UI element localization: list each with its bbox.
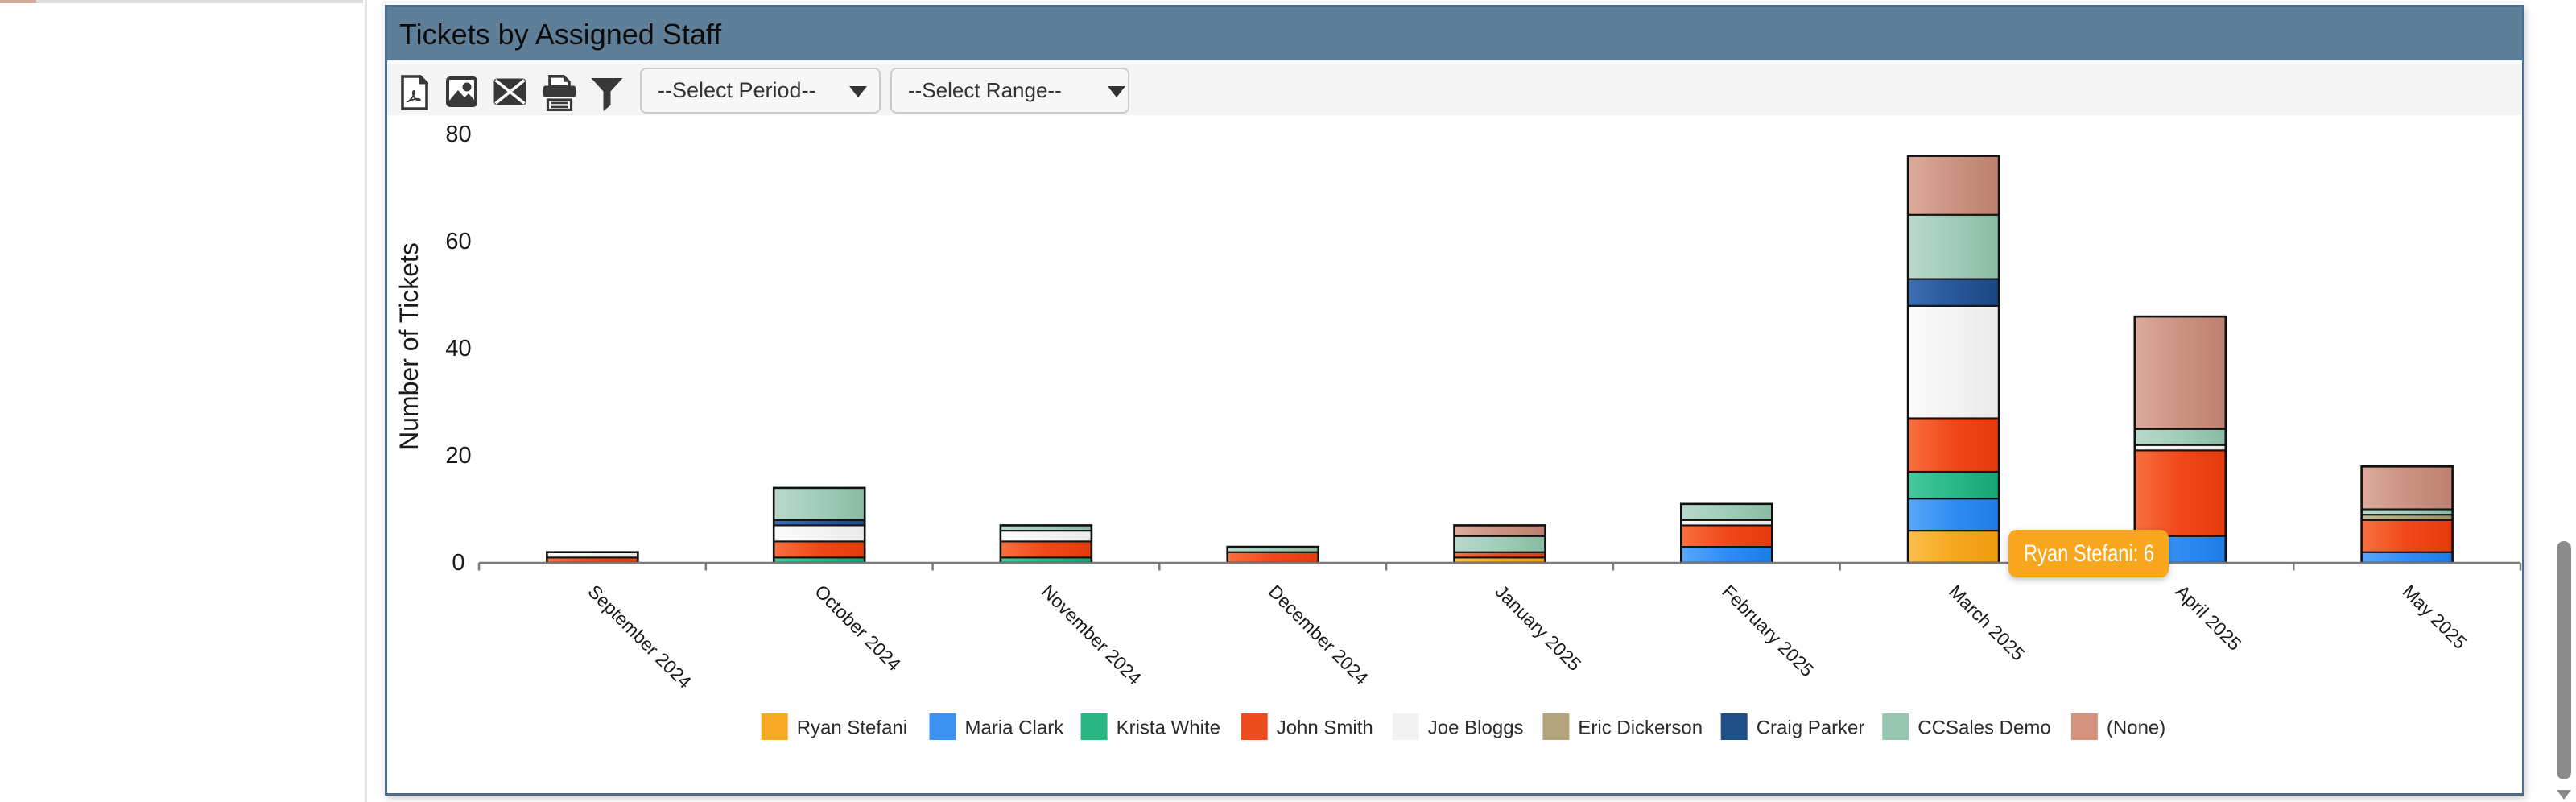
- svg-text:80: 80: [445, 122, 471, 147]
- svg-text:November 2024: November 2024: [1038, 581, 1146, 688]
- svg-text:Craig Parker: Craig Parker: [1757, 717, 1865, 739]
- svg-text:Ryan Stefani: Ryan Stefani: [797, 717, 907, 739]
- svg-text:October 2024: October 2024: [811, 581, 905, 675]
- svg-text:Krista White: Krista White: [1117, 717, 1220, 739]
- svg-text:February 2025: February 2025: [1718, 581, 1818, 680]
- svg-text:0: 0: [452, 550, 464, 576]
- svg-text:September 2024: September 2024: [584, 581, 696, 692]
- svg-text:December 2024: December 2024: [1265, 581, 1373, 688]
- svg-text:John Smith: John Smith: [1277, 717, 1373, 739]
- svg-text:60: 60: [445, 229, 471, 254]
- svg-text:20: 20: [445, 443, 471, 469]
- svg-text:April 2025: April 2025: [2172, 581, 2246, 655]
- svg-text:Joe Bloggs: Joe Bloggs: [1428, 717, 1524, 739]
- svg-text:Maria Clark: Maria Clark: [965, 717, 1065, 739]
- svg-text:March 2025: March 2025: [1945, 581, 2029, 664]
- svg-text:Eric Dickerson: Eric Dickerson: [1578, 717, 1703, 739]
- svg-text:Number of Tickets: Number of Tickets: [394, 242, 423, 450]
- svg-text:40: 40: [445, 336, 471, 362]
- svg-text:January 2025: January 2025: [1491, 581, 1585, 675]
- svg-text:(None): (None): [2107, 717, 2165, 739]
- svg-text:May 2025: May 2025: [2399, 581, 2471, 653]
- svg-text:CCSales Demo: CCSales Demo: [1918, 717, 2050, 739]
